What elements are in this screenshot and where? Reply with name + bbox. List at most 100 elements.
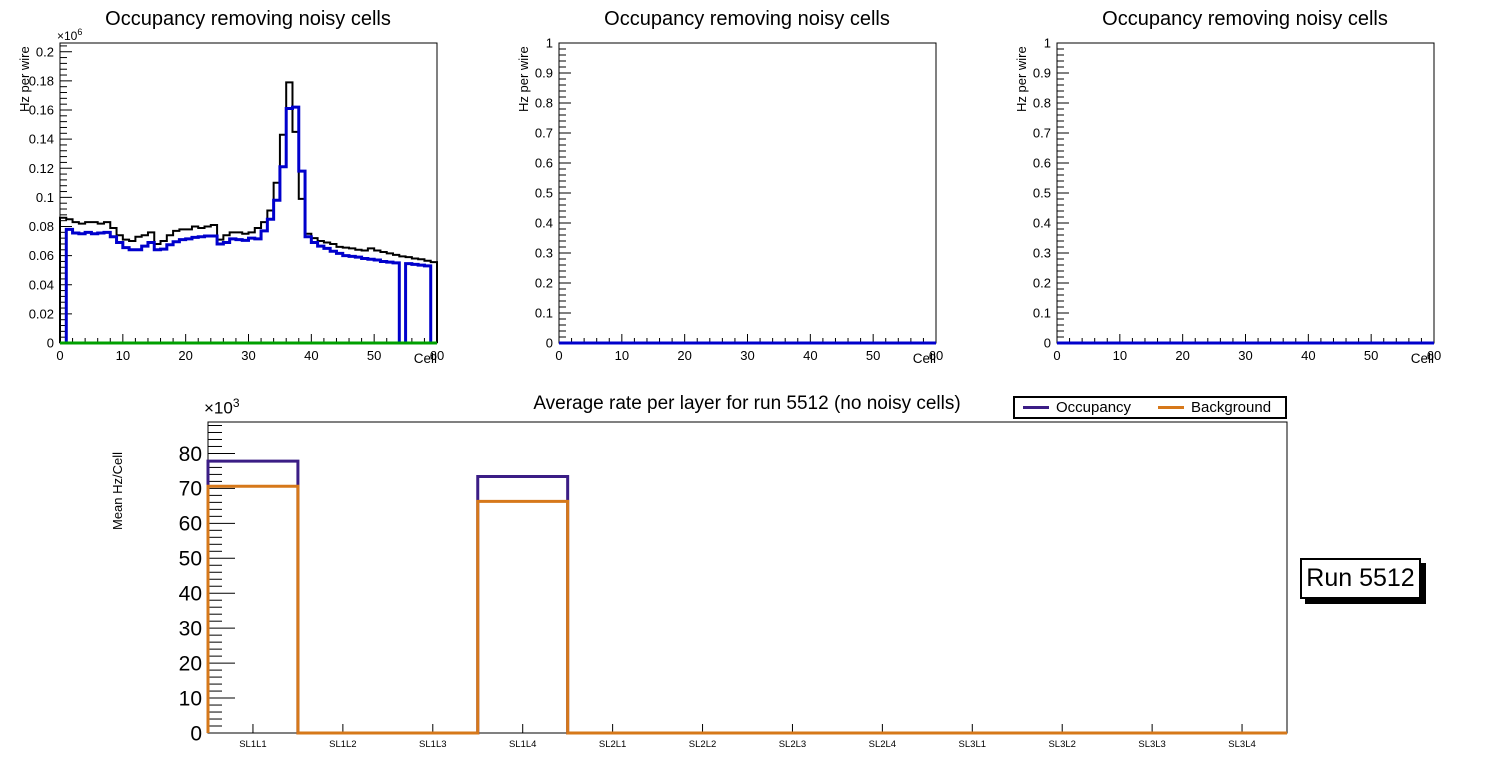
svg-text:SL2L1: SL2L1 [599,739,626,750]
svg-text:0: 0 [555,348,562,363]
svg-text:0.2: 0.2 [535,276,553,291]
y-axis-title: Hz per wire [1014,46,1029,112]
svg-text:0.3: 0.3 [535,246,553,261]
legend-item-occupancy: Occupancy [1015,399,1150,416]
svg-text:0: 0 [546,336,553,351]
run-number-box: Run 5512 [1300,558,1421,599]
svg-text:0.5: 0.5 [1033,186,1051,201]
legend-label: Background [1191,399,1272,416]
x-axis-title: Cell [1410,351,1434,366]
occupancy-histogram-sl2: 00.10.20.30.40.50.60.70.80.910 10 20 30 40 50… [535,36,943,363]
svg-text:0.6: 0.6 [535,156,553,171]
svg-text:SL1L2: SL1L2 [329,739,356,750]
svg-text:80: 80 [179,443,202,466]
svg-text:20: 20 [677,348,691,363]
svg-text:0: 0 [56,348,63,363]
x-axis-title: Cell [912,351,936,366]
svg-text:0.6: 0.6 [1033,156,1051,171]
pad-occupancy-sl2: 0 0.1 0.2 0.3 0.4 0.5 0.6 0.7 0.8 0.9 1 0 10 20 30 40 50… [499,0,998,386]
plot-title: Average rate per layer for run 5512 (no … [533,393,961,414]
svg-text:0.7: 0.7 [1033,126,1051,141]
svg-text:30: 30 [241,348,255,363]
svg-text:0.3: 0.3 [1033,246,1051,261]
svg-text:0.1: 0.1 [1033,306,1051,321]
svg-text:1: 1 [1044,36,1051,51]
occupancy-histogram-sl3: 00.10.20.30.40.50.60.70.80.910 10 20 30 40 50… [1033,36,1441,363]
svg-text:0: 0 [190,722,202,745]
svg-text:0: 0 [47,336,54,351]
y-axis-title: Mean Hz/Cell [110,451,125,530]
y-axis-title: Hz per wire [17,46,32,112]
svg-text:SL3L1: SL3L1 [959,739,986,750]
svg-text:30: 30 [740,348,754,363]
pad-occupancy-sl1: 0 0.02 0.04 0.06 0.08 0.1 0.12 0.14 0.16 0.18 0.2 0… [0,0,499,386]
svg-text:0: 0 [1053,348,1060,363]
plot-title: Occupancy removing noisy cells [1102,8,1388,30]
svg-text:30: 30 [1238,348,1252,363]
plot-title: Occupancy removing noisy cells [105,8,391,30]
svg-text:50: 50 [179,548,202,571]
svg-text:0.1: 0.1 [36,190,54,205]
y-axis-multiplier: ×106 [57,27,82,43]
legend-item-background: Background [1150,399,1285,416]
svg-text:10: 10 [179,687,202,710]
svg-text:10: 10 [1113,348,1127,363]
svg-text:40: 40 [803,348,817,363]
svg-text:SL1L4: SL1L4 [509,739,536,750]
svg-text:0.2: 0.2 [36,44,54,59]
svg-text:SL2L3: SL2L3 [779,739,806,750]
svg-text:SL3L2: SL3L2 [1048,739,1075,750]
svg-text:SL2L2: SL2L2 [689,739,716,750]
svg-text:0.9: 0.9 [535,66,553,81]
svg-text:0.02: 0.02 [29,306,54,321]
occupancy-line-swatch [1023,406,1049,409]
svg-text:0.08: 0.08 [29,219,54,234]
svg-text:0.8: 0.8 [535,96,553,111]
svg-text:70: 70 [179,478,202,501]
svg-text:40: 40 [304,348,318,363]
plot-title: Occupancy removing noisy cells [604,8,890,30]
svg-text:0.4: 0.4 [535,216,553,231]
svg-text:0.12: 0.12 [29,161,54,176]
svg-text:60: 60 [179,513,202,536]
svg-text:20: 20 [179,652,202,675]
svg-text:50: 50 [866,348,880,363]
svg-text:SL3L3: SL3L3 [1138,739,1165,750]
svg-text:10: 10 [116,348,130,363]
svg-text:20: 20 [1175,348,1189,363]
svg-text:20: 20 [178,348,192,363]
svg-text:0.7: 0.7 [535,126,553,141]
svg-text:60: 60 [1427,348,1441,363]
y-axis-multiplier: ×103 [204,396,240,419]
svg-text:SL3L4: SL3L4 [1228,739,1255,750]
background-line-swatch [1158,406,1184,409]
y-axis-title: Hz per wire [516,46,531,112]
pad-average-rate: 0 10 20 30 40 50 60 70 80 SL1L1 SL1L2 SL1L3 SL1L4 SL2… [0,386,1496,772]
occupancy-histogram-sl1: 0 0.02 0.04 0.06 0.08 0.1 0.12 0.14 0.16 0.18 0.2 0… [29,42,444,363]
svg-text:SL1L3: SL1L3 [419,739,446,750]
multiplier-base: ×10 [57,29,78,43]
svg-text:30: 30 [179,618,202,641]
svg-text:0.5: 0.5 [535,186,553,201]
x-axis-title: Cell [413,351,437,366]
svg-text:0.14: 0.14 [29,132,54,147]
svg-text:60: 60 [929,348,943,363]
svg-text:SL1L1: SL1L1 [239,739,266,750]
svg-text:1: 1 [546,36,553,51]
svg-text:40: 40 [179,583,202,606]
svg-text:40: 40 [1301,348,1315,363]
pad-occupancy-sl3: 0 0.1 0.2 0.3 0.4 0.5 0.6 0.7 0.8 0.9 1 0 10 20 30 40 50… [997,0,1496,386]
svg-text:0.04: 0.04 [29,277,54,292]
legend: Occupancy Background [1013,396,1287,419]
multiplier-base: ×10 [204,398,233,418]
svg-text:0.18: 0.18 [29,73,54,88]
multiplier-exponent: 3 [232,396,240,410]
multiplier-exponent: 6 [77,27,83,37]
svg-text:0.4: 0.4 [1033,216,1051,231]
svg-text:50: 50 [367,348,381,363]
average-rate-histogram: 0 10 20 30 40 50 60 70 80 SL1L1 SL1L2 SL1L3 SL1L4 SL2… [179,421,1288,750]
svg-text:0.8: 0.8 [1033,96,1051,111]
run-number-label: Run 5512 [1306,564,1415,592]
svg-text:60: 60 [430,348,444,363]
